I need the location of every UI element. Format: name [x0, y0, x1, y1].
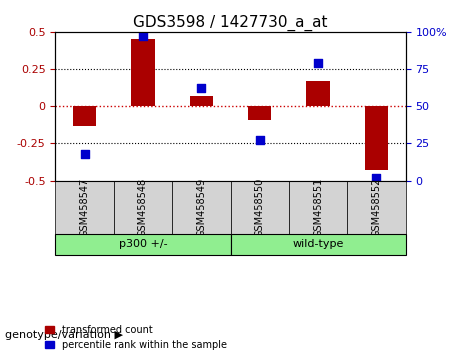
Text: GSM458552: GSM458552 — [372, 178, 382, 237]
FancyBboxPatch shape — [347, 181, 406, 234]
FancyBboxPatch shape — [230, 181, 289, 234]
Text: GSM458549: GSM458549 — [196, 178, 207, 237]
Point — [256, 138, 263, 143]
Text: wild-type: wild-type — [292, 239, 344, 250]
Point — [373, 175, 380, 181]
Bar — [248, 106, 272, 120]
Bar — [131, 39, 154, 106]
Point — [81, 151, 88, 156]
Text: GSM458547: GSM458547 — [79, 178, 89, 237]
Text: p300 +/-: p300 +/- — [118, 239, 167, 250]
Bar — [365, 106, 388, 170]
Point — [198, 86, 205, 91]
FancyBboxPatch shape — [55, 234, 230, 255]
FancyBboxPatch shape — [114, 181, 172, 234]
Legend: transformed count, percentile rank within the sample: transformed count, percentile rank withi… — [42, 322, 230, 353]
Point — [139, 34, 147, 39]
FancyBboxPatch shape — [172, 181, 230, 234]
Text: GSM458550: GSM458550 — [254, 178, 265, 237]
Text: GSM458551: GSM458551 — [313, 178, 323, 237]
FancyBboxPatch shape — [230, 234, 406, 255]
FancyBboxPatch shape — [55, 181, 114, 234]
FancyBboxPatch shape — [289, 181, 347, 234]
Bar — [189, 96, 213, 106]
Bar — [73, 106, 96, 126]
Text: GSM458548: GSM458548 — [138, 178, 148, 237]
Point — [314, 60, 322, 66]
Bar — [307, 81, 330, 106]
Text: genotype/variation ▶: genotype/variation ▶ — [5, 330, 123, 339]
Title: GDS3598 / 1427730_a_at: GDS3598 / 1427730_a_at — [133, 14, 328, 30]
